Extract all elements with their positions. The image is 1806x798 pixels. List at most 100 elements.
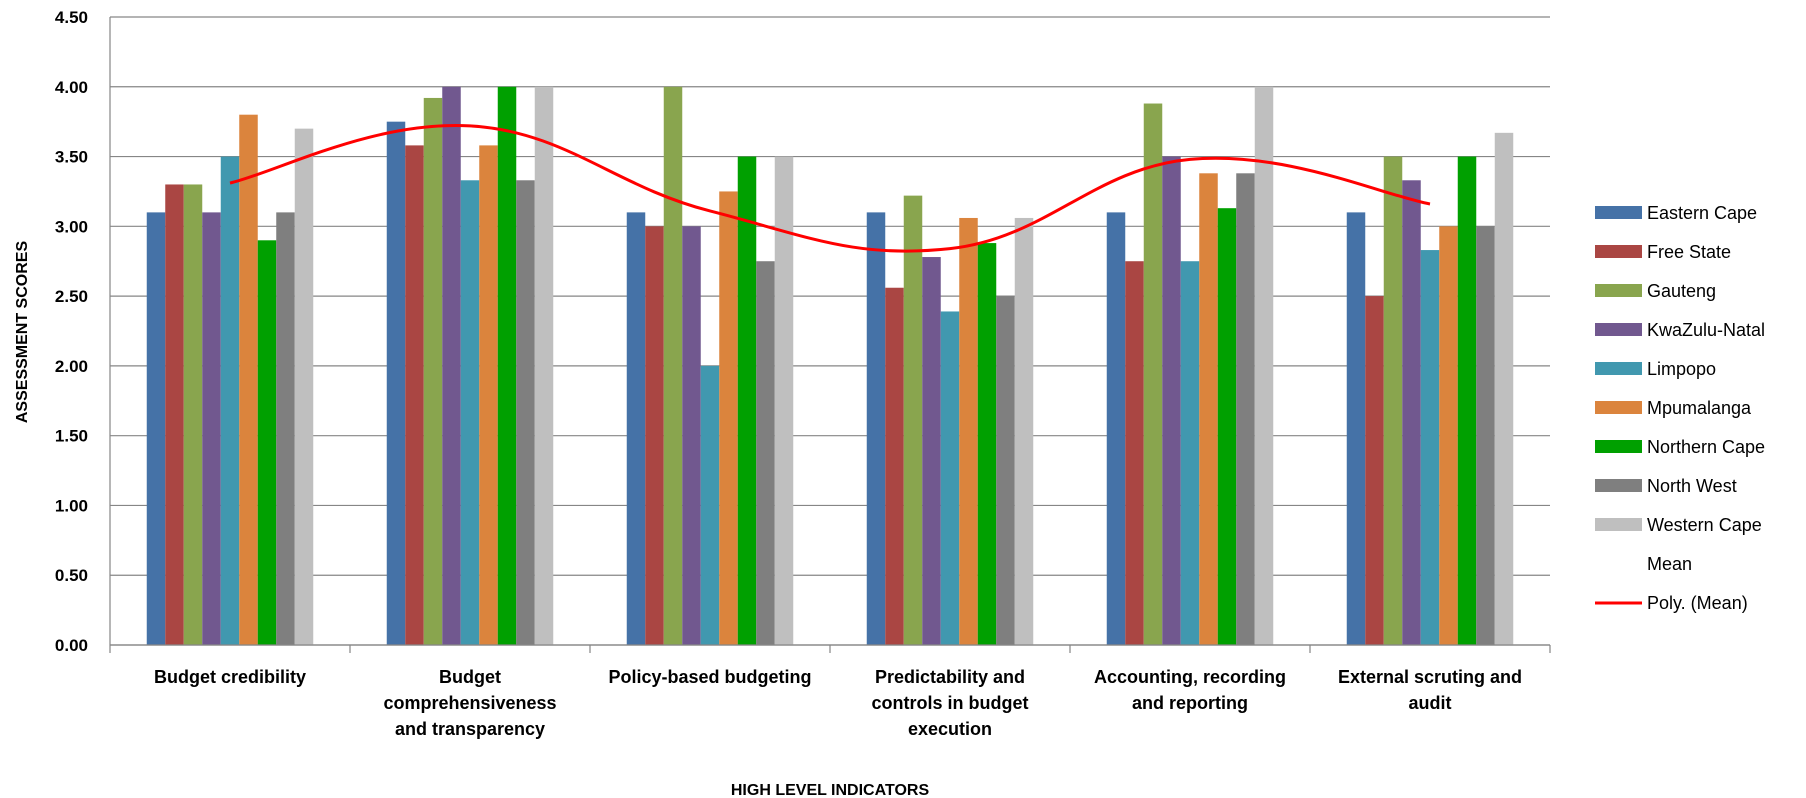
trendline-group: [229, 123, 1431, 253]
legend-label: Gauteng: [1647, 281, 1716, 301]
legend-label: Poly. (Mean): [1647, 593, 1748, 613]
bar-northern-cape-2: [737, 156, 757, 646]
x-tick-label: Accounting, recording: [1094, 667, 1286, 687]
x-axis-title: HIGH LEVEL INDICATORS: [731, 782, 930, 798]
bar-gauteng-3: [903, 195, 923, 645]
legend-label: Mpumalanga: [1647, 398, 1752, 418]
x-tick-label: and reporting: [1132, 693, 1248, 713]
bar-free-state-5: [1365, 296, 1384, 645]
bar-mpumalanga-0: [239, 114, 258, 645]
bar-kwazulu-natal-0: [202, 212, 221, 645]
bar-northern-cape-0: [257, 240, 277, 646]
bar-kwazulu-natal-3: [922, 257, 941, 645]
legend-swatch: [1595, 518, 1642, 531]
legend-label: Free State: [1647, 242, 1731, 262]
x-tick-label: controls in budget: [872, 693, 1029, 713]
bar-free-state-2: [645, 226, 664, 646]
bar-mpumalanga-3: [959, 217, 978, 645]
y-tick-label: 2.00: [55, 357, 88, 376]
y-tick-label: 4.00: [55, 78, 88, 97]
bar-western-cape-5: [1494, 132, 1514, 645]
bar-eastern-cape-4: [1106, 212, 1126, 645]
legend-swatch: [1595, 284, 1642, 297]
bar-north-west-3: [996, 296, 1015, 645]
bar-north-west-1: [516, 180, 535, 645]
y-tick-label: 2.50: [55, 287, 88, 306]
y-tick-label: 1.00: [55, 496, 88, 515]
axes: [109, 17, 1551, 653]
bar-gauteng-4: [1143, 103, 1163, 646]
legend-swatch: [1595, 206, 1642, 219]
bar-north-west-4: [1236, 173, 1255, 645]
bar-gauteng-0: [183, 184, 203, 645]
bar-north-west-0: [276, 212, 295, 645]
x-tick-label: Policy-based budgeting: [608, 667, 811, 687]
legend-label: KwaZulu-Natal: [1647, 320, 1765, 340]
legend-swatch: [1595, 245, 1642, 258]
trendline-poly-mean: [229, 123, 1431, 253]
bar-north-west-2: [756, 261, 775, 645]
bar-free-state-0: [165, 184, 184, 645]
bars: [146, 86, 1514, 646]
bar-free-state-3: [885, 287, 904, 645]
bar-limpopo-2: [700, 365, 720, 645]
legend-label: Limpopo: [1647, 359, 1716, 379]
bar-mpumalanga-4: [1199, 173, 1218, 645]
bar-eastern-cape-1: [386, 121, 406, 645]
bar-kwazulu-natal-1: [442, 86, 461, 646]
bar-mpumalanga-2: [719, 191, 738, 645]
bar-north-west-5: [1476, 226, 1495, 646]
bar-western-cape-3: [1014, 217, 1034, 645]
x-tick-label: Budget: [439, 667, 501, 687]
bar-free-state-4: [1125, 261, 1144, 645]
category-labels: Budget credibility Budget comprehensivenes…: [154, 667, 1522, 739]
legend-label: Northern Cape: [1647, 437, 1765, 457]
legend-swatch: [1595, 440, 1642, 453]
bar-gauteng-2: [663, 86, 683, 646]
bar-eastern-cape-3: [866, 212, 886, 645]
bar-northern-cape-3: [977, 243, 997, 645]
legend-label: Eastern Cape: [1647, 203, 1757, 223]
bar-eastern-cape-2: [626, 212, 646, 645]
bar-mpumalanga-1: [479, 145, 498, 645]
bar-northern-cape-1: [497, 86, 517, 646]
y-tick-label: 3.50: [55, 148, 88, 167]
bar-limpopo-5: [1420, 250, 1440, 645]
legend-label: Western Cape: [1647, 515, 1762, 535]
x-tick-label: External scruting and: [1338, 667, 1522, 687]
bar-western-cape-2: [774, 156, 794, 646]
bar-western-cape-1: [534, 86, 554, 646]
bar-limpopo-3: [940, 311, 960, 645]
gridlines: [110, 16, 1550, 646]
legend-swatch: [1595, 401, 1642, 414]
x-tick-label: execution: [908, 719, 992, 739]
legend: Eastern Cape Free State Gauteng KwaZulu-Nat…: [1595, 203, 1765, 613]
bar-limpopo-4: [1180, 261, 1200, 645]
x-tick-label: and transparency: [395, 719, 545, 739]
x-tick-label: Predictability and: [875, 667, 1025, 687]
y-tick-label: 0.00: [55, 636, 88, 655]
x-tick-label: audit: [1409, 693, 1452, 713]
bar-free-state-1: [405, 145, 424, 645]
bar-western-cape-4: [1254, 86, 1274, 646]
bar-kwazulu-natal-4: [1162, 156, 1181, 646]
y-tick-label: 3.00: [55, 217, 88, 236]
bar-limpopo-1: [460, 180, 480, 645]
y-tick-label: 1.50: [55, 427, 88, 446]
y-tick-label: 4.50: [55, 8, 88, 27]
legend-swatch: [1595, 362, 1642, 375]
bar-gauteng-1: [423, 97, 443, 646]
bar-eastern-cape-0: [146, 212, 166, 645]
y-axis-title: ASSESSMENT SCORES: [14, 241, 31, 424]
bar-mpumalanga-5: [1439, 226, 1458, 646]
bar-kwazulu-natal-5: [1402, 180, 1421, 645]
bar-gauteng-5: [1383, 156, 1403, 646]
y-tick-label: 0.50: [55, 566, 88, 585]
bar-western-cape-0: [294, 128, 314, 646]
y-tick-labels: 0.00 0.50 1.00 1.50 2.00 2.50 3.00 3.50 4.00 4.50: [55, 8, 88, 655]
bar-limpopo-0: [220, 156, 240, 646]
bar-northern-cape-4: [1217, 208, 1237, 646]
x-tick-label: comprehensiveness: [383, 693, 556, 713]
bar-kwazulu-natal-2: [682, 226, 701, 646]
